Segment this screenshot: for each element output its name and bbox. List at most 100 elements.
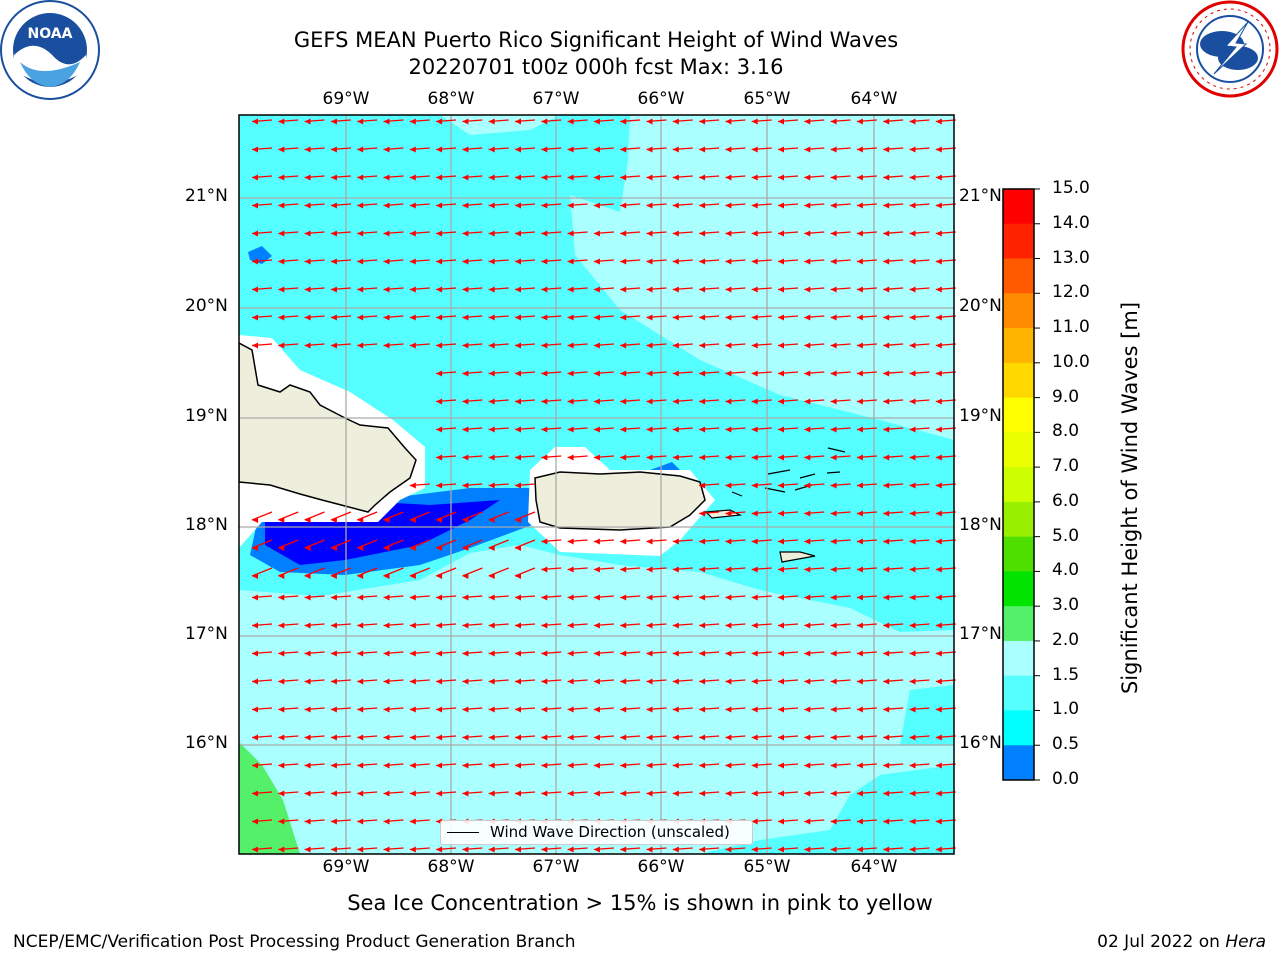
- lat-label-right-19n: 19°N: [959, 406, 1002, 426]
- wave-arrow-head: [751, 762, 758, 769]
- wave-arrow-head: [593, 286, 600, 293]
- wave-arrow-head: [436, 202, 443, 209]
- wave-arrow-head: [515, 517, 521, 523]
- wave-arrow-head: [935, 258, 942, 265]
- wave-arrow-head: [541, 846, 548, 853]
- wave-arrow-head: [462, 734, 469, 741]
- wave-arrow-head: [488, 118, 495, 125]
- wave-arrow-head: [593, 622, 600, 629]
- wave-arrow-head: [909, 622, 916, 629]
- wave-arrow-head: [567, 734, 574, 741]
- wave-arrow-head: [278, 790, 285, 797]
- wave-arrow-head: [488, 573, 495, 579]
- wave-arrow-head: [357, 517, 364, 523]
- wave-arrow-head: [409, 594, 416, 601]
- wave-arrow-head: [856, 650, 863, 657]
- wave-arrow-head: [330, 706, 337, 713]
- colorbar-segment: [1003, 189, 1034, 225]
- lon-label-bottom-68w: 68°W: [427, 857, 475, 877]
- wave-arrow-head: [278, 545, 285, 551]
- wave-arrow-head: [725, 846, 732, 853]
- wave-arrow-head: [856, 846, 863, 853]
- wave-arrow-head: [909, 314, 916, 321]
- wave-arrow-head: [909, 566, 916, 573]
- wave-arrow-head: [804, 510, 811, 517]
- wave-arrow-head: [883, 622, 890, 629]
- wave-arrow-head: [252, 342, 258, 349]
- wave-arrow-head: [883, 286, 890, 293]
- wave-arrow-head: [725, 650, 732, 657]
- wave-arrow-head: [278, 846, 285, 853]
- nws-logo: [1181, 0, 1279, 98]
- chart-title: GEFS MEAN Puerto Rico Significant Height…: [293, 28, 899, 52]
- wave-arrow-head: [856, 174, 863, 181]
- wave-arrow-head: [646, 734, 653, 741]
- wave-arrow-head: [462, 398, 469, 405]
- wave-arrow-head: [804, 566, 811, 573]
- wave-arrow-head: [409, 146, 416, 153]
- wave-arrow-head: [515, 678, 521, 685]
- wave-arrow-head: [488, 174, 495, 181]
- wave-arrow-head: [699, 258, 706, 265]
- wave-arrow-head: [830, 398, 837, 405]
- wave-arrow-head: [436, 594, 443, 601]
- wave-arrow-head: [751, 258, 758, 265]
- wave-arrow-head: [778, 818, 784, 825]
- wave-arrow-head: [330, 517, 337, 523]
- wave-arrow-head: [462, 622, 469, 629]
- lat-label-left-18n: 18°N: [185, 515, 228, 535]
- wave-arrow-head: [909, 734, 916, 741]
- wave-arrow-head: [751, 146, 758, 153]
- wave-arrow-head: [856, 230, 863, 237]
- wave-arrow-head: [330, 594, 337, 601]
- wave-arrow-head: [883, 342, 890, 349]
- wave-field-0.5-1.0-spot: [248, 246, 272, 264]
- lon-label-bottom-69w: 69°W: [322, 857, 370, 877]
- wave-arrow-head: [751, 370, 758, 377]
- wave-arrow-head: [252, 545, 258, 551]
- wave-arrow-head: [383, 818, 390, 825]
- wave-arrow-head: [593, 370, 600, 377]
- wave-arrow-head: [646, 370, 653, 377]
- wave-arrow-head: [488, 762, 495, 769]
- wave-arrow-head: [252, 118, 258, 125]
- wave-arrow-head: [383, 314, 390, 321]
- wave-arrow-head: [278, 118, 285, 125]
- colorbar-segment: [1003, 640, 1034, 677]
- wave-arrow-head: [462, 118, 469, 125]
- lon-label-bottom-66w: 66°W: [637, 857, 685, 877]
- wave-arrow-head: [699, 594, 706, 601]
- wave-arrow-head: [593, 762, 600, 769]
- wave-arrow-head: [778, 846, 784, 853]
- wave-field-2.0-3.0-north: [570, 115, 954, 440]
- wave-arrow-head: [252, 734, 258, 741]
- wave-arrow-head: [856, 482, 863, 489]
- wave-arrow-head: [330, 202, 337, 209]
- wave-arrow-head: [646, 426, 653, 433]
- colorbar-tick-label: 15.0: [1052, 178, 1090, 198]
- wave-arrow-head: [725, 146, 732, 153]
- wave-arrow-head: [830, 258, 837, 265]
- lat-label-left-20n: 20°N: [185, 296, 228, 316]
- wave-arrow-head: [620, 370, 627, 377]
- wave-arrow-head: [699, 846, 706, 853]
- wave-arrow-head: [409, 202, 416, 209]
- wave-arrow-head: [883, 846, 890, 853]
- wave-arrow-head: [409, 573, 416, 579]
- wave-arrow-head: [515, 202, 521, 209]
- wave-arrow-head: [909, 370, 916, 377]
- wave-arrow-head: [725, 426, 732, 433]
- wave-arrow-head: [462, 517, 469, 523]
- wave-arrow-head: [488, 230, 495, 237]
- wave-arrow-head: [672, 538, 679, 545]
- wave-arrow-head: [778, 510, 784, 517]
- colorbar-tick-label: 5.0: [1052, 525, 1080, 546]
- wave-arrow-head: [646, 146, 653, 153]
- wave-arrow-head: [488, 454, 495, 461]
- wave-arrow-head: [909, 510, 916, 517]
- wave-arrow-head: [304, 622, 311, 629]
- wave-arrow-head: [436, 650, 443, 657]
- wave-arrow-head: [488, 258, 495, 265]
- wave-arrow-head: [436, 846, 443, 853]
- wave-arrow-head: [593, 146, 600, 153]
